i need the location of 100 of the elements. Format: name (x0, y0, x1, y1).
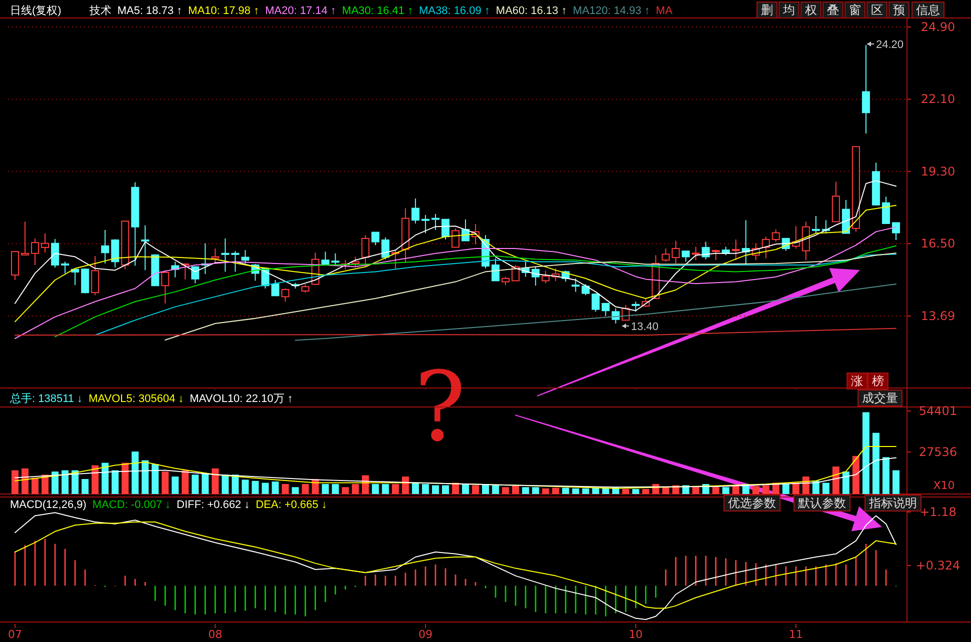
text: 预 (893, 3, 905, 17)
line-series (294, 284, 896, 341)
bar (562, 488, 570, 494)
bar (22, 468, 29, 494)
annotation: 13.40 (631, 321, 659, 333)
chart-title: MACD(12,26,9) (10, 499, 86, 511)
bar (722, 487, 730, 494)
annotation: 默认参数 (797, 496, 846, 510)
y-tick-label: 13.69 (920, 309, 956, 324)
text: MA5: 18.73 ↑ (117, 5, 182, 17)
candlestick (702, 241, 710, 260)
bar (502, 487, 510, 494)
annotation: 榜 (872, 374, 884, 388)
bar (72, 470, 79, 494)
text: 删 (761, 3, 773, 17)
bar (92, 465, 99, 494)
candlestick (11, 250, 20, 280)
text: 总手: 138511 ↓ (9, 392, 83, 405)
x-tick-label: 07 (8, 628, 22, 641)
candlestick (612, 308, 620, 324)
y-tick-label: +1.18 (920, 505, 956, 519)
candlestick (582, 284, 590, 296)
text: MA20: 17.14 ↑ (265, 5, 336, 17)
bar (282, 484, 289, 494)
bar (32, 478, 39, 494)
y-tick-label: 27536 (918, 444, 958, 459)
candlestick (602, 302, 610, 317)
candlestick (572, 278, 580, 292)
bar (192, 474, 199, 494)
candlestick (231, 250, 240, 272)
bar (332, 484, 339, 494)
bar (782, 484, 790, 494)
candlestick (351, 256, 360, 268)
bar (522, 487, 530, 494)
bar (602, 488, 610, 494)
y-tick-label: 16.50 (920, 236, 956, 251)
bar (382, 484, 389, 494)
text: 成交量 (862, 391, 898, 405)
candlestick (542, 270, 550, 284)
bar (132, 452, 139, 494)
bar (142, 460, 149, 494)
annotation: 24.20 (876, 39, 904, 51)
candlestick (21, 221, 30, 256)
candlestick (141, 224, 150, 271)
x-tick-label: 08 (208, 628, 222, 641)
bar (82, 479, 89, 494)
bar (322, 484, 329, 494)
line-series (54, 245, 896, 338)
candlestick (451, 228, 460, 248)
chart-title: 日线(复权) (10, 4, 62, 17)
bar (832, 466, 840, 494)
bar (252, 480, 259, 494)
text: MA60: 16.13 ↑ (496, 5, 567, 17)
text: 信息 (916, 3, 940, 17)
bar (862, 412, 870, 494)
bar (512, 485, 520, 494)
candlestick (381, 236, 390, 260)
candlestick (762, 236, 770, 259)
candlestick (371, 232, 380, 246)
candlestick (592, 292, 600, 312)
candlestick (81, 268, 90, 294)
candlestick (862, 44, 870, 134)
bar (12, 470, 19, 494)
bar (302, 484, 309, 494)
candlestick (772, 228, 780, 242)
candlestick (31, 238, 40, 266)
candlestick (331, 252, 340, 266)
candlestick (271, 279, 280, 296)
series-label: DIFF: +0.662 ↓ (176, 499, 250, 511)
bar (492, 485, 500, 494)
candlestick (411, 198, 420, 224)
x-tick-label: 09 (418, 628, 432, 641)
bar (52, 472, 59, 494)
candlestick (361, 234, 370, 268)
candlestick (892, 222, 900, 240)
y-tick-label: 22.10 (920, 92, 956, 106)
candlestick (241, 250, 250, 264)
line-series (14, 457, 896, 488)
bar (392, 484, 399, 494)
text: MA (656, 5, 674, 17)
text: 区 (871, 3, 883, 17)
bar (852, 456, 860, 494)
bar (692, 487, 700, 494)
bar (222, 474, 229, 494)
bar (542, 488, 550, 494)
bar (442, 485, 449, 494)
text: 权 (804, 3, 817, 17)
bar (262, 482, 269, 494)
candlestick (421, 214, 430, 234)
x-tick-label: 11 (788, 628, 803, 641)
bar (532, 487, 540, 494)
bar (352, 484, 359, 494)
bar (62, 470, 69, 494)
bar (152, 464, 159, 494)
text: MA30: 16.41 ↑ (342, 5, 413, 17)
chart-subtitle: 技术 (88, 4, 112, 17)
line-series (14, 512, 896, 620)
bar (202, 473, 209, 494)
bar (412, 482, 419, 494)
annotation: 优选参数 (728, 496, 776, 510)
